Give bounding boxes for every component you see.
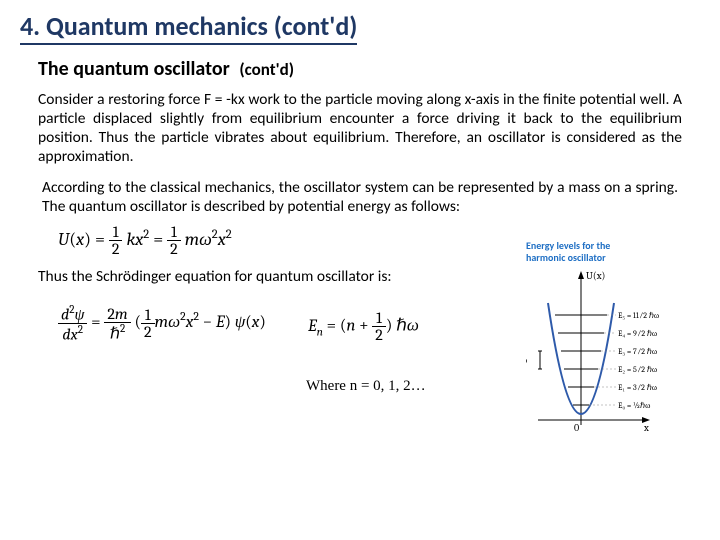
delta-e-label: ΔE = ℏω xyxy=(526,356,527,366)
svg-text:E₄ = 9⁄2 ℏω: E₄ = 9⁄2 ℏω xyxy=(618,329,657,338)
origin-label: 0 xyxy=(574,422,579,434)
y-axis-label: U(x) xyxy=(586,270,605,282)
energy-level-0: E₀ = ½ℏω xyxy=(573,401,650,410)
energy-levels-equation: En = (n + 12) ℏω xyxy=(308,310,419,343)
svg-text:E₅ = 11⁄2 ℏω: E₅ = 11⁄2 ℏω xyxy=(618,311,659,320)
slide: 4. Quantum mechanics (cont'd) The quantu… xyxy=(0,0,720,540)
paragraph-2: According to the classical mechanics, th… xyxy=(42,179,678,217)
diagram-caption: Energy levels for the harmonic oscillato… xyxy=(526,240,696,263)
energy-level-3: E₃ = 7⁄2 ℏω xyxy=(561,347,657,356)
subtitle-suffix: (cont'd) xyxy=(239,59,294,80)
svg-text:E₂ = 5⁄2 ℏω: E₂ = 5⁄2 ℏω xyxy=(618,365,657,374)
slide-title: 4. Quantum mechanics (cont'd) xyxy=(20,10,357,45)
bottom-row: d2ψdx2 = 2mℏ2 (12mω2x2 − E) ψ(x) En = (n… xyxy=(58,292,692,442)
where-label: Where n = 0, 1, 2… xyxy=(306,378,426,395)
energy-level-5: E₅ = 11⁄2 ℏω xyxy=(555,311,659,320)
svg-text:E₃ = 7⁄2 ℏω: E₃ = 7⁄2 ℏω xyxy=(618,347,657,356)
oscillator-svg: U(x) x 0 E₀ = ½ℏω E₁ = 3⁄2 ℏω E₂ = 5⁄2 ℏ… xyxy=(526,265,696,435)
x-axis-label: x xyxy=(643,422,649,434)
svg-text:E₀ = ½ℏω: E₀ = ½ℏω xyxy=(618,401,650,410)
paragraph-1: Consider a restoring force F = -kx work … xyxy=(38,91,682,167)
subtitle-row: The quantum oscillator (cont'd) xyxy=(38,57,700,81)
subtitle: The quantum oscillator xyxy=(38,57,230,81)
schrodinger-equation: d2ψdx2 = 2mℏ2 (12mω2x2 − E) ψ(x) xyxy=(58,304,266,342)
energy-level-2: E₂ = 5⁄2 ℏω xyxy=(564,365,657,374)
svg-text:E₁ = 3⁄2 ℏω: E₁ = 3⁄2 ℏω xyxy=(618,383,657,392)
harmonic-oscillator-diagram: Energy levels for the harmonic oscillato… xyxy=(526,240,696,435)
